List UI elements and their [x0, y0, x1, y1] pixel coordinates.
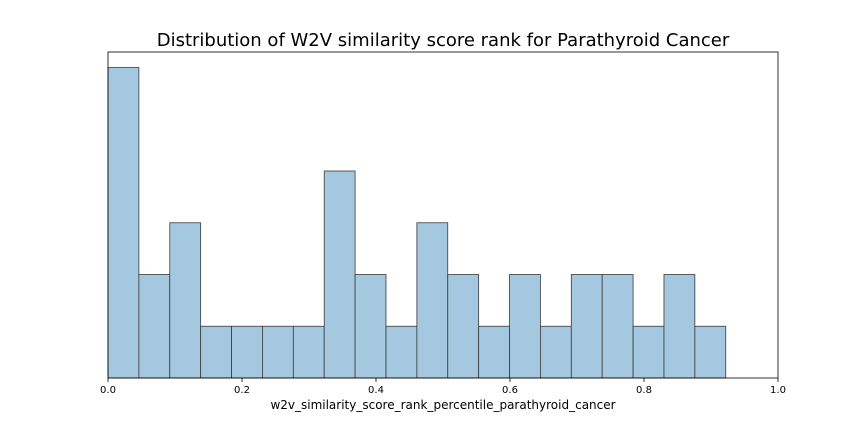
x-tick-label: 0.0 — [100, 385, 116, 396]
histogram-bar — [107, 67, 140, 379]
x-tick-label: 1.0 — [770, 385, 786, 396]
x-axis-label: w2v_similarity_score_rank_percentile_par… — [270, 398, 615, 412]
histogram-bar — [200, 325, 232, 379]
histogram-bar — [169, 222, 202, 379]
x-tick-label: 0.8 — [636, 385, 652, 396]
histogram-bar — [138, 274, 171, 379]
x-tick-label: 0.4 — [368, 385, 384, 396]
histogram-bar — [354, 274, 387, 379]
histogram-bar — [540, 325, 572, 379]
histogram-bar — [262, 325, 294, 379]
histogram-bar — [416, 222, 449, 379]
histogram-bar — [509, 274, 541, 379]
histogram-bar — [385, 325, 418, 379]
histogram-bar — [231, 325, 263, 379]
x-tick-label: 0.6 — [502, 385, 518, 396]
histogram-bar — [694, 325, 727, 379]
histogram-bar — [601, 274, 634, 379]
histogram-bar — [323, 170, 356, 379]
plot-frame — [107, 51, 779, 379]
histogram-bar — [663, 274, 696, 379]
histogram-bar — [292, 325, 325, 379]
x-tick-label: 0.2 — [234, 385, 250, 396]
histogram-bar — [478, 325, 510, 379]
histogram-bar — [570, 274, 603, 379]
histogram-bar — [632, 325, 665, 379]
chart-title: Distribution of W2V similarity score ran… — [157, 30, 730, 51]
x-axis-ticks: 0.0 0.2 0.4 0.6 0.8 1.0 — [100, 378, 786, 396]
histogram-bar — [447, 274, 480, 379]
bars-group — [107, 67, 727, 379]
